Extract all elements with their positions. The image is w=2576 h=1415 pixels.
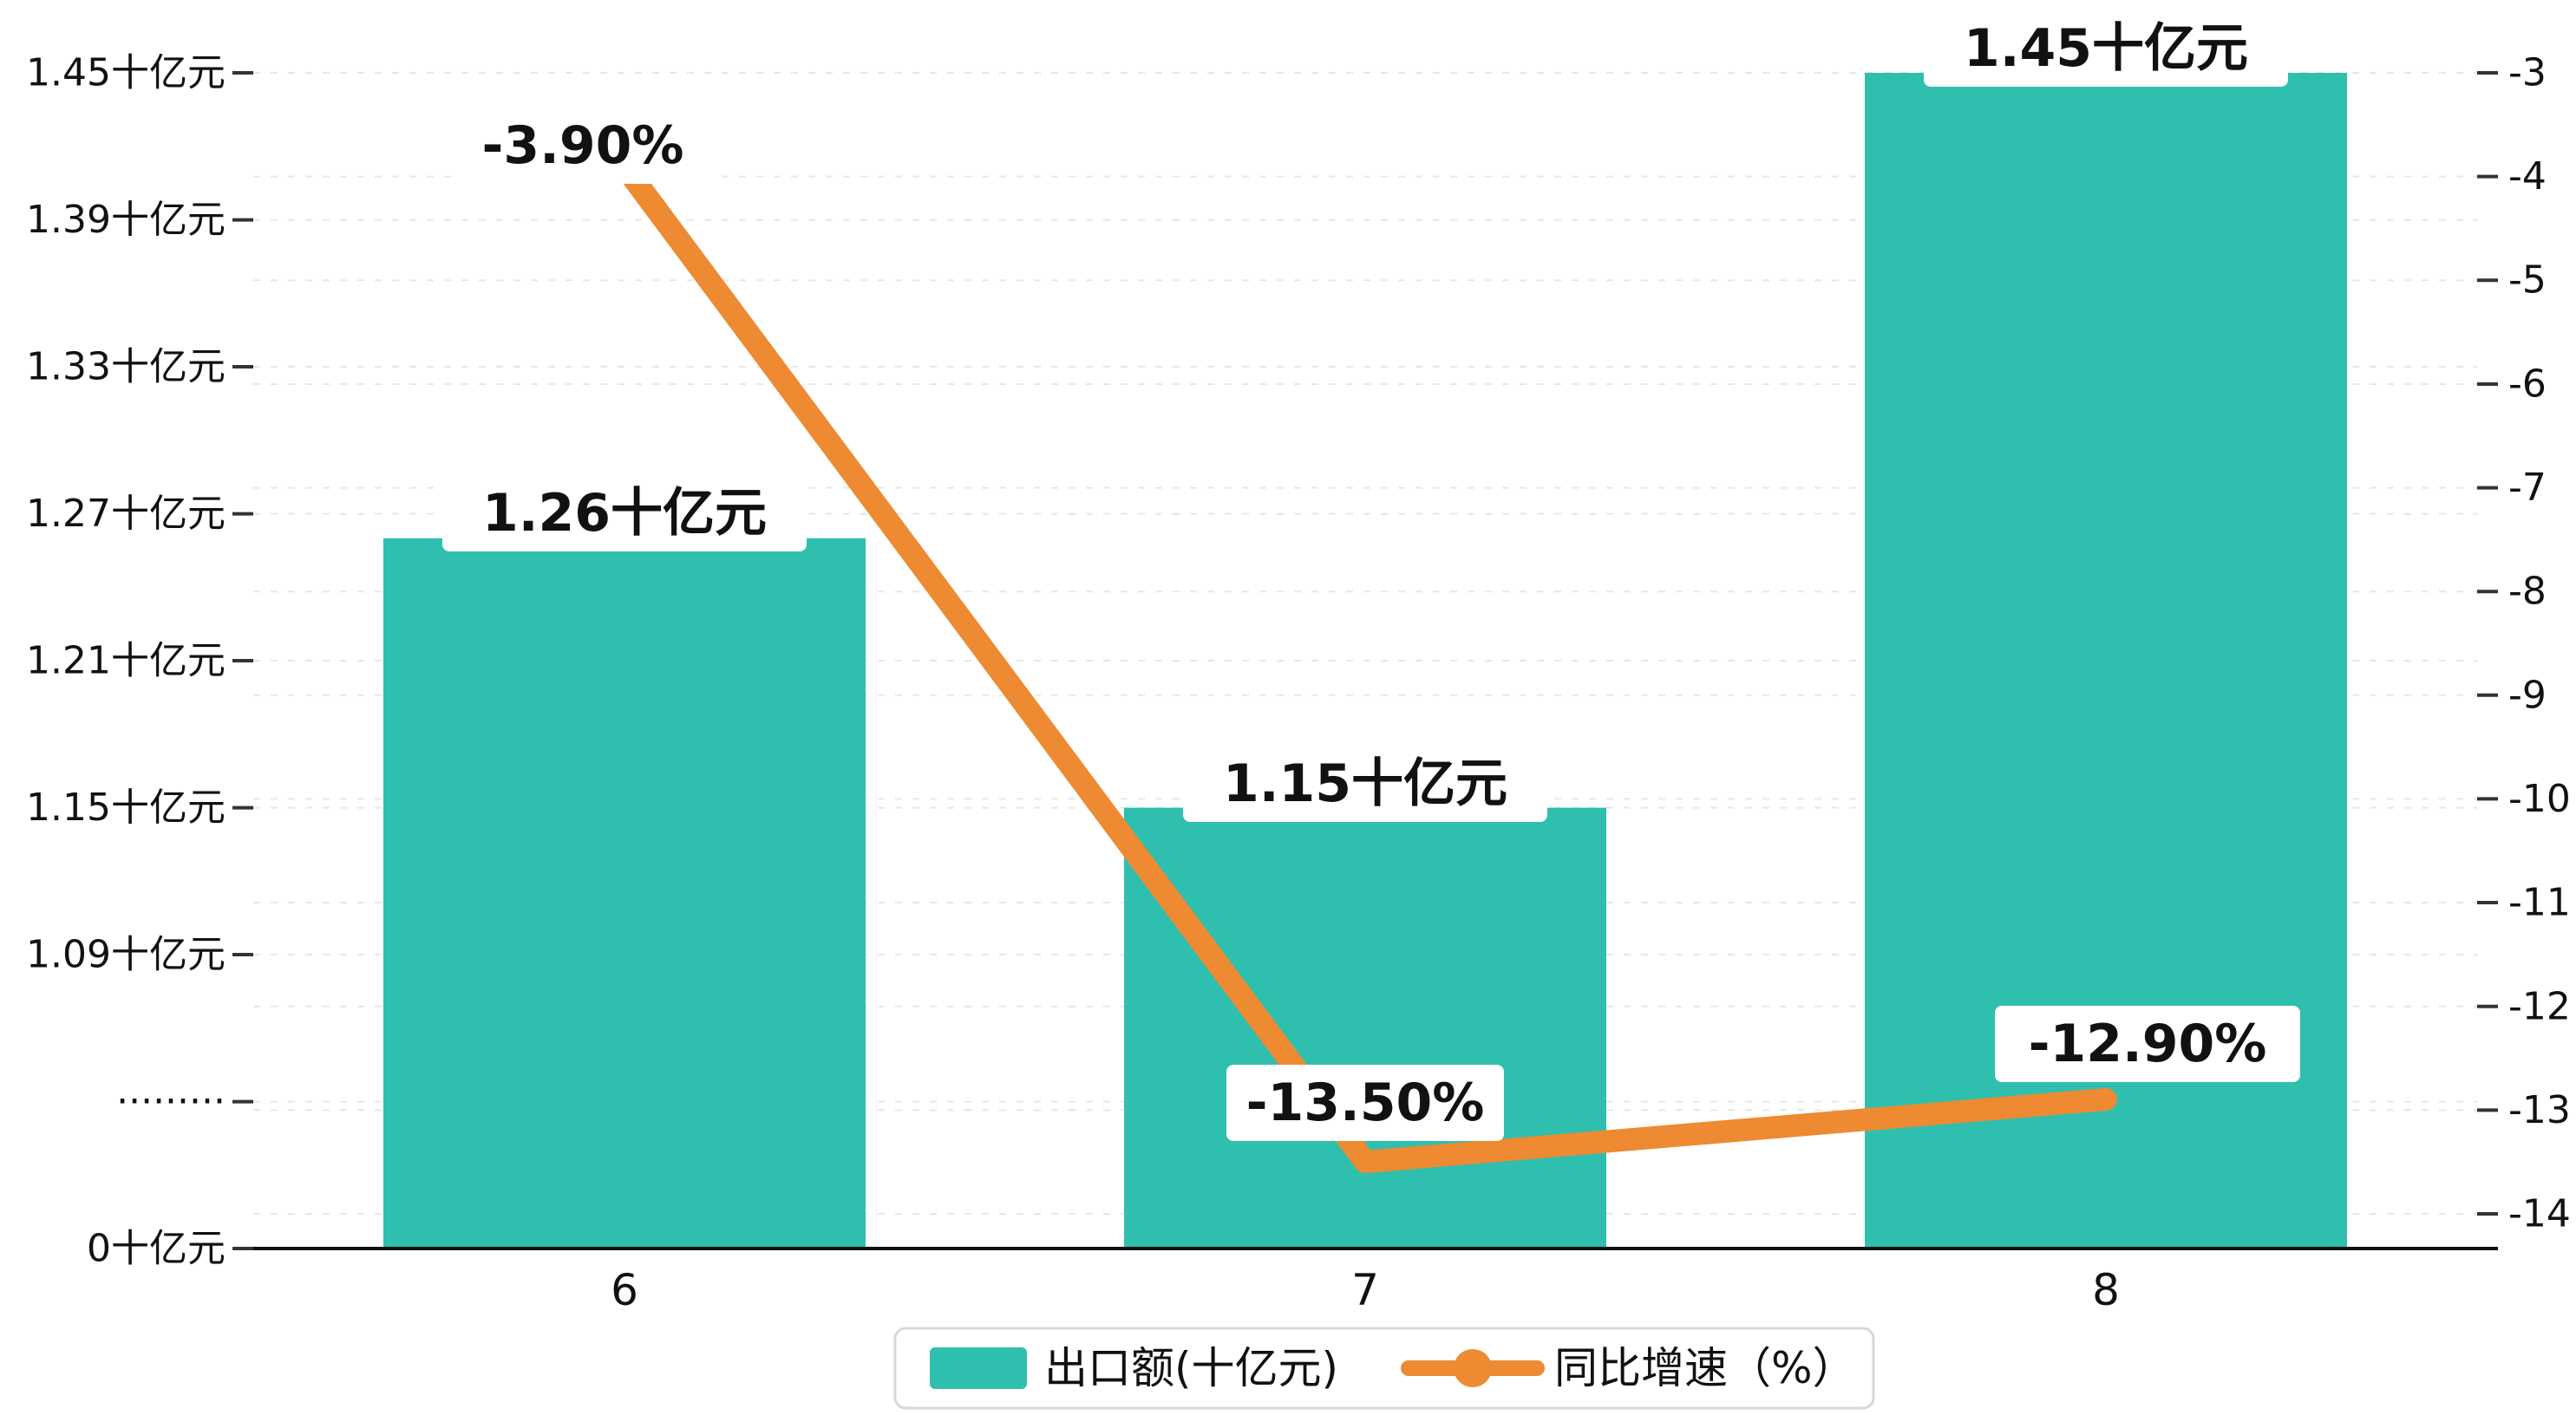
right-tick-label: -6: [2508, 362, 2547, 407]
bar-value-label: 1.45十亿元: [1964, 18, 2248, 79]
left-axis-break-dots: ·········: [116, 1079, 226, 1124]
x-tick-label: 8: [2092, 1265, 2120, 1315]
right-axis-labels: -3 -4 -5 -6 -7 -8 -9 -10 -11 -12 -13 -14: [2508, 51, 2571, 1236]
left-tick-label: 1.21十亿元: [26, 639, 226, 683]
bar-month-6: [383, 538, 866, 1249]
right-tick-label: -3: [2508, 51, 2547, 95]
growth-line: [613, 155, 2117, 1173]
line-label-box: [1226, 1065, 1504, 1141]
legend-item-growth[interactable]: 同比增速（%）: [1401, 1343, 1856, 1393]
line-value-label: -13.50%: [1246, 1073, 1485, 1133]
right-tick-label: -8: [2508, 570, 2547, 614]
left-tick-label: 1.27十亿元: [26, 492, 226, 536]
x-tick-label: 7: [1351, 1265, 1379, 1315]
bar-value-label: 1.26十亿元: [482, 483, 767, 544]
line-value-label: -12.90%: [2029, 1014, 2267, 1074]
right-tick-label: -4: [2508, 154, 2547, 199]
legend-item-label: 同比增速（%）: [1554, 1343, 1856, 1393]
right-tick-label: -7: [2508, 466, 2547, 510]
right-tick-label: -14: [2508, 1192, 2571, 1236]
line-value-labels: -3.90% -13.50% -12.90%: [453, 108, 2300, 1141]
legend: 出口额(十亿元) 同比增速（%）: [893, 1327, 1875, 1410]
bar-value-labels: 1.26十亿元 1.15十亿元 1.45十亿元: [442, 10, 2288, 822]
right-tick-label: -5: [2508, 258, 2547, 303]
bar-series-swatch: [930, 1347, 1027, 1389]
line-value-label: -3.90%: [481, 115, 683, 176]
bar-label-box: [1924, 10, 2288, 87]
line-series-dot: [1454, 1349, 1492, 1387]
left-tick-label: 0十亿元: [87, 1227, 226, 1271]
right-tick-label: -9: [2508, 673, 2547, 717]
x-tick-label: 6: [611, 1265, 638, 1315]
bar-month-7: [1124, 807, 1606, 1249]
legend-frame: [893, 1327, 1875, 1410]
bar-label-box: [1183, 746, 1547, 822]
legend-item-label: 出口额(十亿元): [1044, 1343, 1338, 1393]
line-label-box: [453, 108, 713, 184]
x-axis-labels: 6 7 8: [611, 1265, 2120, 1315]
right-tick-label: -12: [2508, 984, 2571, 1028]
right-tick-label: -11: [2508, 881, 2571, 925]
legend-item-export[interactable]: 出口额(十亿元): [930, 1343, 1338, 1393]
bar-label-box: [442, 475, 807, 551]
right-axis-ticks: [2477, 71, 2498, 1216]
left-tick-label: 1.15十亿元: [26, 786, 226, 830]
bar-value-label: 1.15十亿元: [1223, 753, 1507, 814]
left-axis-ticks: [232, 71, 253, 1250]
left-tick-label: 1.33十亿元: [26, 345, 226, 389]
right-tick-label: -10: [2508, 777, 2571, 821]
left-tick-label: 1.45十亿元: [26, 51, 226, 95]
left-tick-label: 1.09十亿元: [26, 933, 226, 977]
left-tick-label: 1.39十亿元: [26, 198, 226, 242]
left-axis-labels: 1.45十亿元 1.39十亿元 1.33十亿元 1.27十亿元 1.21十亿元 …: [26, 51, 226, 1271]
right-tick-label: -13: [2508, 1088, 2571, 1132]
line-label-box: [1995, 1006, 2300, 1082]
